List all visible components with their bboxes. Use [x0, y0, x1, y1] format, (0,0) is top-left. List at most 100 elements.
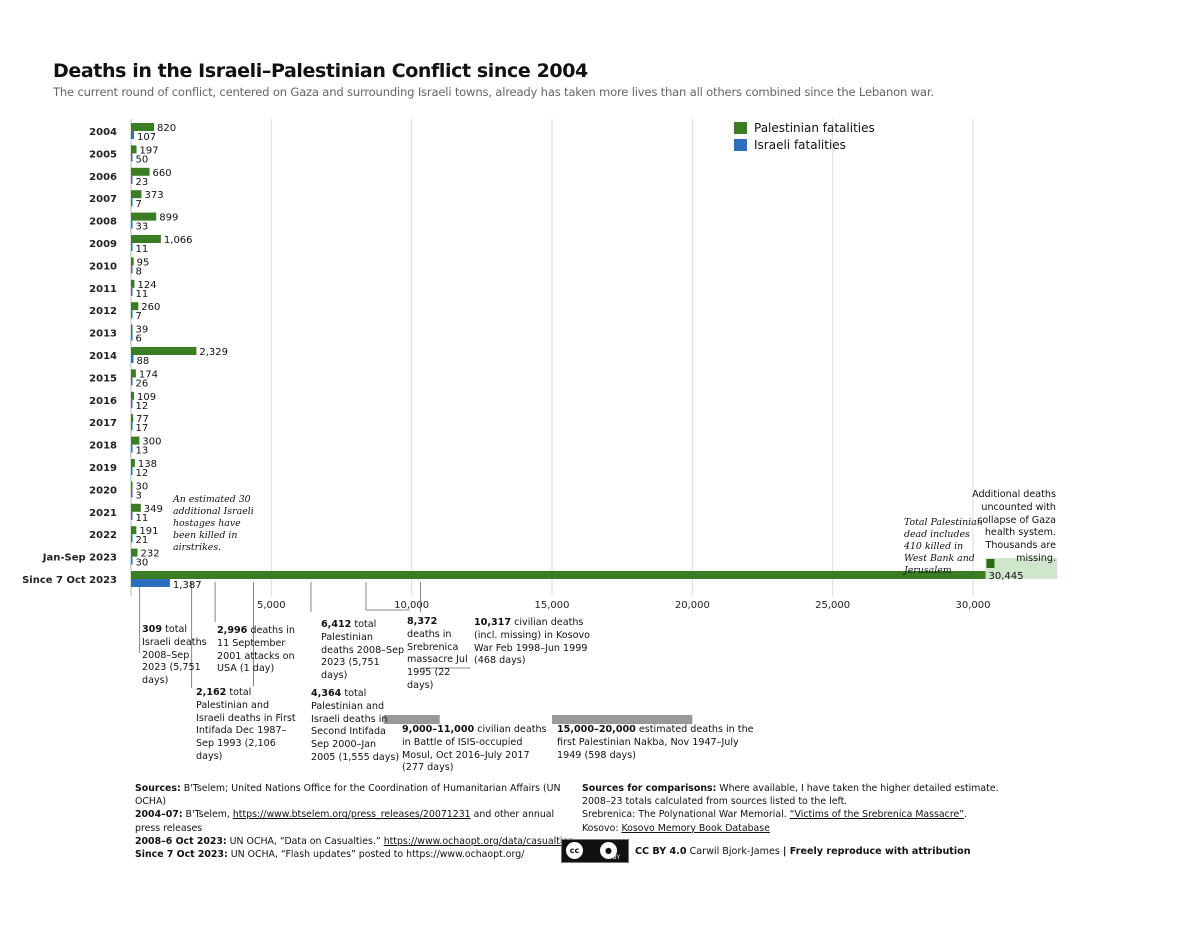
- year-label: 2004: [89, 127, 117, 138]
- palestinian-value-label: 2,329: [199, 347, 228, 358]
- palestinian-bar: [131, 235, 161, 243]
- year-label: Jan-Sep 2023: [42, 553, 117, 564]
- chart-title: Deaths in the Israeli–Palestinian Confli…: [53, 60, 588, 82]
- year-label: 2011: [89, 284, 117, 295]
- x-tick-label: 15,000: [535, 600, 570, 611]
- palestinian-value-label: 349: [144, 504, 163, 515]
- legend-item-israeli: Israeli fatalities: [734, 137, 875, 153]
- israeli-value-label: 50: [136, 154, 149, 165]
- comparison-value: 15,000–20,000: [557, 724, 636, 735]
- source-label: Since 7 Oct 2023:: [135, 849, 228, 861]
- source-label: 2008–6 Oct 2023:: [135, 835, 227, 847]
- israeli-bar: [131, 220, 133, 229]
- palestinian-bar: [131, 481, 133, 490]
- israeli-value-label: 12: [136, 468, 149, 479]
- comparison-srebrenica: 8,372 deaths in Srebrenica massacre Jul …: [407, 616, 469, 693]
- source-label: Sources:: [135, 783, 181, 794]
- comparison-ranges: [383, 715, 693, 724]
- comparison-value: 309: [142, 624, 163, 635]
- palestinian-value-label: 191: [139, 526, 158, 537]
- source-text: .: [964, 809, 968, 821]
- israeli-value-label: 6: [136, 334, 142, 345]
- year-label: 2010: [89, 261, 117, 272]
- comparison-value: 2,162: [196, 687, 227, 698]
- comparison-mosul: 9,000–11,000 civilian deaths in Battle o…: [402, 724, 547, 775]
- palestinian-bar: [131, 324, 133, 333]
- comparison-text: total Palestinian deaths 2008–Sep 2023 (…: [321, 619, 405, 682]
- bar-chart: 5,000 10,000 15,000 20,000 25,000 30,000 2004…: [22, 119, 1058, 724]
- palestinian-value-label: 232: [141, 549, 160, 560]
- comparison-value: 10,317: [474, 617, 512, 628]
- btselem-link[interactable]: https://www.btselem.org/press_releases/2…: [232, 809, 471, 821]
- comparison-value: 2,996: [217, 625, 248, 636]
- palestinian-bar: [131, 571, 986, 579]
- source-line: Sources for comparisons: Where available…: [582, 782, 1002, 795]
- source-text: B'Tselem,: [182, 809, 233, 821]
- source-line: 2008–23 totals calculated from sources l…: [582, 796, 848, 808]
- source-text: UN OCHA, “Data on Casualties.”: [226, 835, 384, 847]
- palestinian-value-label: 300: [142, 437, 161, 448]
- palestinian-bar: [131, 302, 139, 311]
- israeli-bar: [131, 399, 133, 408]
- kosovo-link[interactable]: Kosovo Memory Book Database: [621, 822, 770, 834]
- source-line: 2004–07: B'Tselem, https://www.btselem.o…: [135, 808, 575, 834]
- comparison-israeli-total: 309 total Israeli deaths 2008–Sep 2023 (…: [142, 624, 214, 688]
- israeli-value-label: 107: [137, 132, 156, 143]
- israeli-value-label: 88: [136, 356, 149, 367]
- legend-item-palestinian: Palestinian fatalities: [734, 120, 875, 136]
- israeli-bar: [131, 579, 170, 587]
- israeli-value-label: 11: [136, 244, 149, 255]
- palestinian-bar: [131, 190, 142, 199]
- israeli-bar: [131, 467, 133, 475]
- srebrenica-link[interactable]: “Victims of the Srebrenica Massacre”: [789, 809, 965, 821]
- source-line: Sources: B'Tselem; United Nations Office…: [135, 782, 575, 808]
- comparison-palestinian-total: 6,412 total Palestinian deaths 2008–Sep …: [321, 619, 405, 683]
- palestinian-bar: [131, 123, 155, 131]
- ocha-casualties-link[interactable]: https://www.ochaopt.org/data/casualties: [383, 835, 574, 847]
- additional-deaths-note: Additional deaths uncounted with collaps…: [972, 489, 1056, 564]
- year-label: 2014: [89, 351, 117, 362]
- comparison-value: 4,364: [311, 688, 342, 699]
- comparison-text: total Israeli deaths 2008–Sep 2023 (5,75…: [142, 624, 207, 687]
- israeli-bar: [131, 175, 133, 184]
- year-label: 2007: [89, 194, 117, 205]
- palestinian-bar: [131, 279, 135, 288]
- comparison-sources-block: Sources for comparisons: Where available…: [582, 782, 1002, 835]
- israeli-bar: [131, 511, 133, 520]
- palestinian-value-label: 1,066: [164, 235, 193, 246]
- comparison-text: civilian deaths in Battle of ISIS-occupi…: [402, 724, 547, 774]
- year-label: 2018: [89, 441, 117, 452]
- israeli-bar: [131, 287, 133, 296]
- palestinian-value-label: 109: [137, 392, 156, 403]
- west-bank-note: Total Palestinian dead includes 410 kill…: [904, 517, 983, 576]
- palestinian-value-label: 30,445: [988, 571, 1023, 582]
- comparison-second-intifada: 4,364 total Palestinian and Israeli deat…: [311, 688, 401, 765]
- israeli-value-label: 11: [136, 513, 149, 524]
- israeli-bar: [131, 444, 133, 453]
- palestinian-value-label: 820: [157, 123, 176, 134]
- palestinian-bar: [131, 145, 137, 154]
- legend: Palestinian fatalities Israeli fatalitie…: [734, 120, 875, 154]
- palestinian-bar: [131, 414, 134, 423]
- legend-label-israeli: Israeli fatalities: [754, 138, 846, 152]
- x-tick-label: 20,000: [675, 600, 710, 611]
- palestinian-value-label: 373: [144, 190, 163, 201]
- palestinian-value-label: 95: [137, 257, 150, 268]
- legend-swatch-palestinian: [734, 122, 747, 134]
- comparison-text: civilian deaths (incl. missing) in Kosov…: [474, 617, 591, 667]
- x-axis-ticks: 5,000 10,000 15,000 20,000 25,000 30,000: [257, 600, 990, 611]
- gridlines: [130, 119, 974, 596]
- israeli-value-label: 21: [136, 535, 149, 546]
- palestinian-value-label: 660: [153, 168, 172, 179]
- israeli-bar: [131, 131, 135, 139]
- israeli-value-label: 7: [136, 199, 142, 210]
- bars: [131, 123, 1058, 587]
- israeli-value-label: 23: [136, 177, 149, 188]
- israeli-value-label: 3: [136, 490, 142, 501]
- year-label: 2019: [89, 463, 117, 474]
- year-label: 2020: [89, 485, 117, 496]
- cc-by-badge-icon: cc ● BY: [561, 839, 629, 863]
- comparison-text: estimated deaths in the first Palestinia…: [557, 724, 754, 761]
- comparison-value: 9,000–11,000: [402, 724, 475, 735]
- comparison-value: 6,412: [321, 619, 352, 630]
